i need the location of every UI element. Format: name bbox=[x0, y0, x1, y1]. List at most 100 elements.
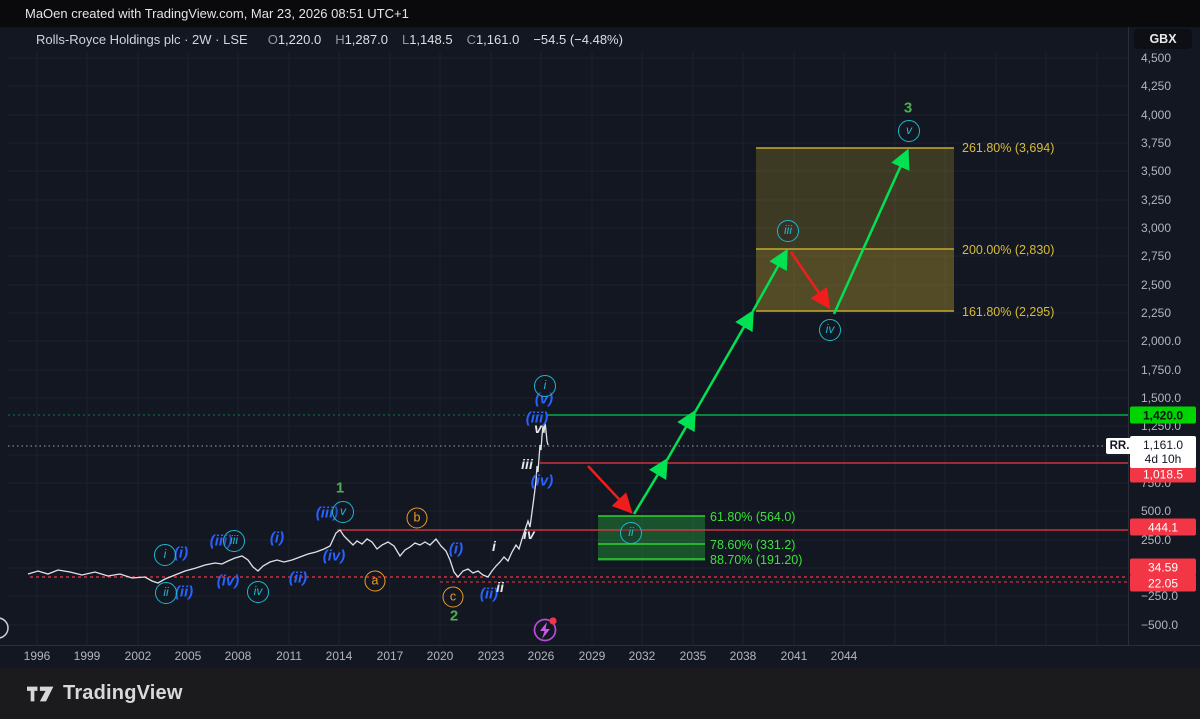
wave-label[interactable]: 2 bbox=[449, 607, 459, 625]
price-tick: 4,500 bbox=[1141, 51, 1172, 65]
wave-label[interactable]: (iv) bbox=[530, 472, 554, 490]
current-price-label: 1,161.0 4d 10h bbox=[1130, 436, 1196, 468]
time-tick: 1996 bbox=[23, 649, 51, 663]
tradingview-brand-text[interactable]: TradingView bbox=[63, 682, 183, 704]
wave-label[interactable]: ii bbox=[496, 579, 504, 595]
price-line-symbol-tag: RR. bbox=[1106, 438, 1133, 454]
price-tick: 3,250 bbox=[1141, 193, 1172, 207]
time-scale-border bbox=[0, 645, 1200, 646]
price-level-pill: 22.05 bbox=[1130, 574, 1196, 592]
time-tick: 2008 bbox=[224, 649, 252, 663]
fib-level-label: 88.70% (191.20) bbox=[710, 553, 803, 567]
wave-label[interactable]: v bbox=[534, 420, 542, 436]
price-tick: 2,000.0 bbox=[1141, 334, 1182, 348]
price-tick: 4,250 bbox=[1141, 79, 1172, 93]
price-tick: 2,750 bbox=[1141, 249, 1172, 263]
tradingview-logo-icon[interactable] bbox=[27, 686, 54, 702]
price-level-pill: 1,018.5 bbox=[1130, 465, 1196, 483]
time-tick: 2017 bbox=[376, 649, 404, 663]
wave-label[interactable]: (ii) bbox=[479, 585, 499, 603]
wave-label[interactable]: (ii) bbox=[288, 569, 308, 587]
price-tick: −500.0 bbox=[1141, 618, 1179, 632]
time-tick: 2020 bbox=[426, 649, 454, 663]
ohlc-high: H1,287.0 bbox=[335, 32, 388, 47]
time-tick: 2014 bbox=[325, 649, 353, 663]
wave-label[interactable]: v bbox=[898, 120, 920, 142]
price-tick: 3,750 bbox=[1141, 136, 1172, 150]
wave-label[interactable]: iii bbox=[777, 220, 799, 242]
time-tick: 2044 bbox=[830, 649, 858, 663]
wave-label[interactable]: v bbox=[332, 501, 354, 523]
wave-label[interactable]: (iv) bbox=[322, 547, 346, 565]
current-price-value: 1,161.0 bbox=[1142, 438, 1184, 452]
price-level-pill: 1,420.0 bbox=[1130, 406, 1196, 424]
price-tick: 2,500 bbox=[1141, 278, 1172, 292]
wave-label[interactable]: b bbox=[406, 507, 428, 529]
price-tick: 3,000 bbox=[1141, 221, 1172, 235]
fib-level-label: 261.80% (3,694) bbox=[962, 141, 1055, 155]
fib-level-label: 200.00% (2,830) bbox=[962, 243, 1055, 257]
wave-label[interactable]: (iii) bbox=[525, 409, 549, 427]
wave-label[interactable]: 1 bbox=[335, 479, 345, 497]
wave-label[interactable]: a bbox=[364, 570, 386, 592]
price-tick: 4,000 bbox=[1141, 108, 1172, 122]
wave-label[interactable]: 3 bbox=[903, 99, 913, 117]
symbol-info-row[interactable]: Rolls-Royce Holdings plc · 2W · LSE O1,2… bbox=[36, 32, 623, 47]
time-tick: 2011 bbox=[276, 649, 302, 663]
price-scale-border bbox=[1128, 27, 1129, 645]
wave-label[interactable]: (iv) bbox=[216, 572, 240, 590]
wave-label[interactable]: iv bbox=[819, 319, 841, 341]
bar-countdown: 4d 10h bbox=[1144, 452, 1182, 466]
price-tick: 250.0 bbox=[1141, 533, 1172, 547]
price-level-pill: 34.59 bbox=[1130, 558, 1196, 576]
wave-label[interactable]: c bbox=[442, 586, 464, 608]
watermark-bar: MaOen created with TradingView.com, Mar … bbox=[0, 0, 1200, 27]
wave-label[interactable]: (i) bbox=[173, 544, 189, 562]
time-tick: 2035 bbox=[679, 649, 707, 663]
wave-label[interactable]: ii bbox=[155, 582, 177, 604]
change-value: −54.5 (−4.48%) bbox=[533, 32, 623, 47]
wave-label[interactable]: (i) bbox=[448, 540, 464, 558]
wave-label[interactable]: iii bbox=[223, 530, 245, 552]
ohlc-close: C1,161.0 bbox=[466, 32, 520, 47]
wave-label[interactable]: iii bbox=[521, 456, 533, 472]
price-level-pill: 444.1 bbox=[1130, 518, 1196, 536]
price-tick: 500.0 bbox=[1141, 504, 1172, 518]
wave-label[interactable]: i bbox=[492, 538, 496, 554]
time-tick: 2032 bbox=[628, 649, 656, 663]
currency-toggle-button[interactable]: GBX bbox=[1134, 29, 1192, 49]
fib-level-label: 61.80% (564.0) bbox=[710, 510, 796, 524]
time-tick: 2038 bbox=[729, 649, 757, 663]
wave-label[interactable]: ii bbox=[620, 522, 642, 544]
time-tick: 2041 bbox=[780, 649, 808, 663]
wave-label[interactable]: iv bbox=[523, 526, 535, 542]
fib-level-label: 161.80% (2,295) bbox=[962, 305, 1055, 319]
wave-label[interactable]: iv bbox=[247, 581, 269, 603]
time-tick: 2023 bbox=[477, 649, 505, 663]
ohlc-open: O1,220.0 bbox=[267, 32, 322, 47]
price-tick: 2,250 bbox=[1141, 306, 1172, 320]
price-tick: 1,750.0 bbox=[1141, 363, 1182, 377]
ohlc-low: L1,148.5 bbox=[401, 32, 453, 47]
fib-level-label: 78.60% (331.2) bbox=[710, 538, 796, 552]
price-tick: 1,500.0 bbox=[1141, 391, 1182, 405]
wave-label[interactable]: (i) bbox=[269, 529, 285, 547]
watermark-text: MaOen created with TradingView.com, Mar … bbox=[25, 6, 409, 21]
time-tick: 2026 bbox=[527, 649, 555, 663]
price-tick: −250.0 bbox=[1141, 589, 1179, 603]
price-tick: 3,500 bbox=[1141, 164, 1172, 178]
footer-bar: TradingView bbox=[0, 668, 1200, 719]
wave-label[interactable]: (ii) bbox=[174, 583, 194, 601]
time-tick: 2002 bbox=[124, 649, 152, 663]
wave-label[interactable]: i bbox=[534, 375, 556, 397]
time-tick: 2029 bbox=[578, 649, 606, 663]
wave-label[interactable]: i bbox=[154, 544, 176, 566]
time-tick: 2005 bbox=[174, 649, 202, 663]
symbol-title[interactable]: Rolls-Royce Holdings plc · 2W · LSE bbox=[36, 32, 248, 47]
